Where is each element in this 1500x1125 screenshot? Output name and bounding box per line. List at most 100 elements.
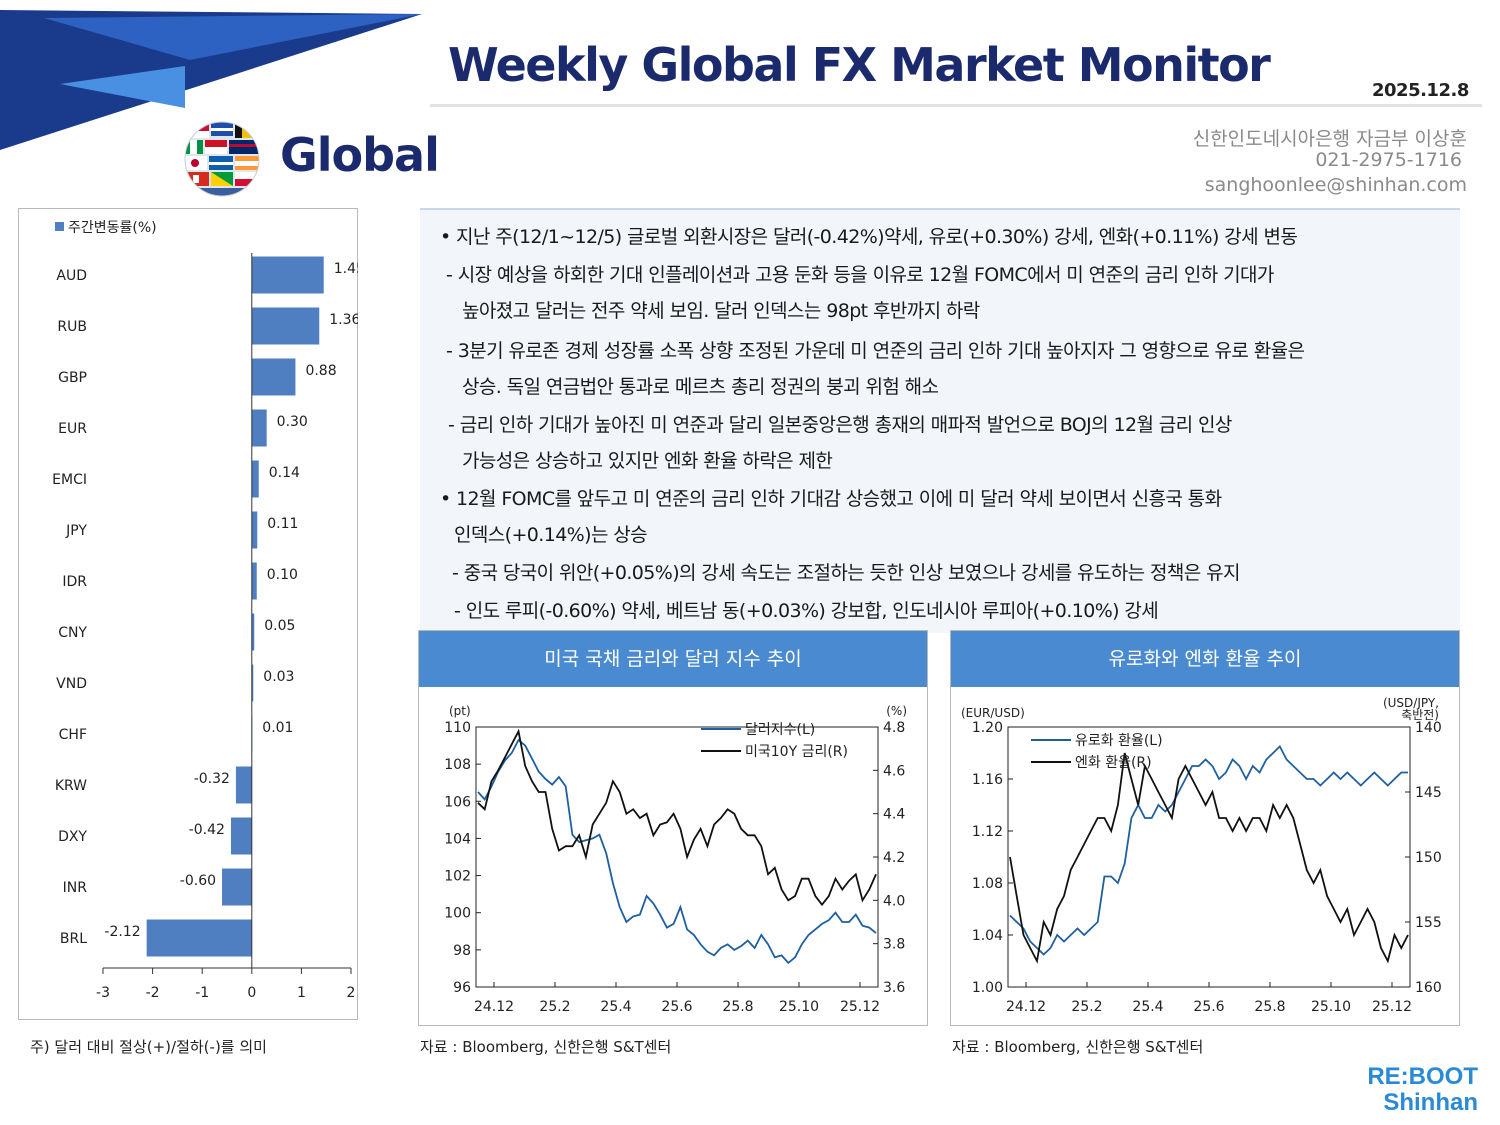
y-tick-label-left: 106 xyxy=(444,794,471,810)
legend-swatch xyxy=(55,222,64,231)
header-decoration xyxy=(0,10,422,150)
category-label: EUR xyxy=(58,421,87,437)
y-tick-label-left: 104 xyxy=(444,831,471,847)
header-divider xyxy=(430,104,1482,107)
y-tick-label-right: 160 xyxy=(1415,980,1442,996)
bar xyxy=(251,358,296,396)
summary-line: • 지난 주(12/1~12/5) 글로벌 외환시장은 달러(-0.42%)약세… xyxy=(440,226,1298,248)
x-tick-label: 25.10 xyxy=(779,999,819,1015)
x-tick-label: 25.6 xyxy=(661,999,692,1015)
series-line xyxy=(1009,745,1408,956)
category-label: RUB xyxy=(57,319,87,335)
y-tick-label-right: 145 xyxy=(1415,785,1442,801)
contact-name: 신한인도네시아은행 자금부 이상훈 xyxy=(1192,128,1467,150)
x-tick-label: 25.8 xyxy=(1254,999,1285,1015)
category-label: VND xyxy=(56,676,87,692)
x-tick-label: 25.8 xyxy=(722,999,753,1015)
x-tick-label: 25.12 xyxy=(1372,999,1412,1015)
left-axis-unit: (pt) xyxy=(449,704,471,718)
summary-line: - 3분기 유로존 경제 성장률 소폭 상향 조정된 가운데 미 연준의 금리 … xyxy=(446,340,1305,362)
x-tick-label: 25.2 xyxy=(539,999,570,1015)
weekly-change-chart-box: 주간변동률(%) AUD 1.45 RUB 1.36 GBP 0.88 EUR 0.30 EMCI… xyxy=(18,208,358,1020)
series-line xyxy=(477,728,877,907)
legend-label: 주간변동률(%) xyxy=(68,220,157,236)
y-tick-label-left: 108 xyxy=(444,757,471,773)
summary-line: 인덱스(+0.14%)는 상승 xyxy=(454,524,648,546)
bar xyxy=(251,613,255,651)
summary-line: 높아졌고 달러는 전주 약세 보임. 달러 인덱스는 98pt 후반까지 하락 xyxy=(462,300,980,322)
reboot-shinhan-logo: RE:BOOT Shinhan xyxy=(1367,1064,1478,1116)
value-label: -0.60 xyxy=(180,873,216,889)
right-axis-unit: 축반전) xyxy=(1401,708,1439,722)
chart-title: 미국 국채 금리와 달러 지수 추이 xyxy=(419,631,927,687)
bar xyxy=(235,766,252,804)
legend-label: 미국10Y 금리(R) xyxy=(745,744,848,760)
bar xyxy=(251,409,267,447)
legend-label: 달러지수(L) xyxy=(745,722,815,738)
value-label: -2.12 xyxy=(104,924,140,940)
x-tick-label: 25.6 xyxy=(1193,999,1224,1015)
x-tick-label: 25.10 xyxy=(1311,999,1351,1015)
summary-line: - 금리 인하 기대가 높아진 미 연준과 달리 일본중앙은행 총재의 매파적 … xyxy=(448,414,1232,436)
y-tick-label-right: 3.8 xyxy=(883,937,905,953)
contact-phone: 021-2975-1716 xyxy=(1315,149,1462,171)
legend-label: 엔화 환율(R) xyxy=(1075,755,1152,771)
y-tick-label-left: 1.20 xyxy=(972,720,1003,736)
value-label: 0.10 xyxy=(267,567,298,583)
summary-line: - 중국 당국이 위안(+0.05%)의 강세 속도는 조절하는 듯한 인상 보… xyxy=(452,562,1240,584)
x-tick-label: 25.12 xyxy=(840,999,880,1015)
x-tick-label: 0 xyxy=(247,985,256,1001)
bar xyxy=(251,256,324,294)
x-tick-label: 25.4 xyxy=(600,999,631,1015)
bar xyxy=(146,919,252,957)
y-tick-label-right: 140 xyxy=(1415,720,1442,736)
eur-jpy-chart-box: 유로화와 엔화 환율 추이 24.12 25.2 25.4 25.6 25.8 25.10… xyxy=(950,630,1460,1026)
y-tick-label-right: 155 xyxy=(1415,915,1442,931)
y-tick-label-left: 1.12 xyxy=(972,824,1003,840)
y-tick-label-left: 110 xyxy=(444,720,471,736)
eur-jpy-line-chart: 24.12 25.2 25.4 25.6 25.8 25.10 25.12 1.20 1.16 1… xyxy=(961,696,1442,1015)
x-tick-label: 2 xyxy=(347,985,356,1001)
y-tick-label-right: 4.8 xyxy=(883,720,905,736)
x-tick-label: -1 xyxy=(195,985,209,1001)
bar xyxy=(251,511,258,549)
summary-line: 가능성은 상승하고 있지만 엔화 환율 하락은 제한 xyxy=(462,450,833,472)
value-label: 0.11 xyxy=(267,516,298,532)
y-tick-label-left: 1.16 xyxy=(972,772,1003,788)
x-tick-label: 25.4 xyxy=(1132,999,1163,1015)
value-label: 0.14 xyxy=(269,465,300,481)
plot-frame xyxy=(1007,726,1411,988)
globe-flags-icon xyxy=(184,121,260,197)
bar xyxy=(251,460,259,498)
bar xyxy=(251,307,320,345)
summary-line: - 시장 예상을 하회한 기대 인플레이션과 고용 둔화 등을 이유로 12월 … xyxy=(446,264,1274,286)
legend-label: 유로화 환율(L) xyxy=(1075,733,1163,749)
value-label: 1.45 xyxy=(334,261,358,277)
chart-title: 유로화와 엔화 환율 추이 xyxy=(951,631,1459,687)
y-tick-label-right: 4.0 xyxy=(883,893,905,909)
bar xyxy=(251,562,257,600)
value-label: 0.03 xyxy=(263,669,294,685)
category-label: IDR xyxy=(62,574,87,590)
y-tick-label-left: 100 xyxy=(444,906,471,922)
category-label: EMCI xyxy=(52,472,87,488)
weekly-change-bar-chart: 주간변동률(%) AUD 1.45 RUB 1.36 GBP 0.88 EUR 0.30 EMCI… xyxy=(52,220,358,1001)
summary-line: 상승. 독일 연금법안 통과로 메르츠 총리 정권의 붕괴 위험 해소 xyxy=(462,376,939,398)
x-tick-label: 25.2 xyxy=(1071,999,1102,1015)
summary-line: - 인도 루피(-0.60%) 약세, 베트남 동(+0.03%) 강보합, 인… xyxy=(454,600,1159,622)
y-tick-label-left: 1.08 xyxy=(972,876,1003,892)
x-tick-label: 24.12 xyxy=(1006,999,1046,1015)
category-label: BRL xyxy=(60,931,87,947)
bar xyxy=(230,817,252,855)
left-axis-unit: (EUR/USD) xyxy=(961,706,1025,720)
right-axis-unit: (USD/JPY, xyxy=(1383,696,1439,710)
y-tick-label-left: 96 xyxy=(453,980,471,996)
category-label: CNY xyxy=(58,625,87,641)
right-axis-unit: (%) xyxy=(886,704,907,718)
contact-email: sanghoonlee@shinhan.com xyxy=(1204,174,1467,196)
y-tick-label-right: 4.6 xyxy=(883,763,905,779)
x-tick-label: -2 xyxy=(146,985,160,1001)
value-label: 1.36 xyxy=(329,312,358,328)
series-line xyxy=(1009,752,1409,964)
dollar-index-yield-line-chart: 24.12 25.2 25.4 25.6 25.8 25.10 25.12 110 108 106… xyxy=(444,704,907,1015)
